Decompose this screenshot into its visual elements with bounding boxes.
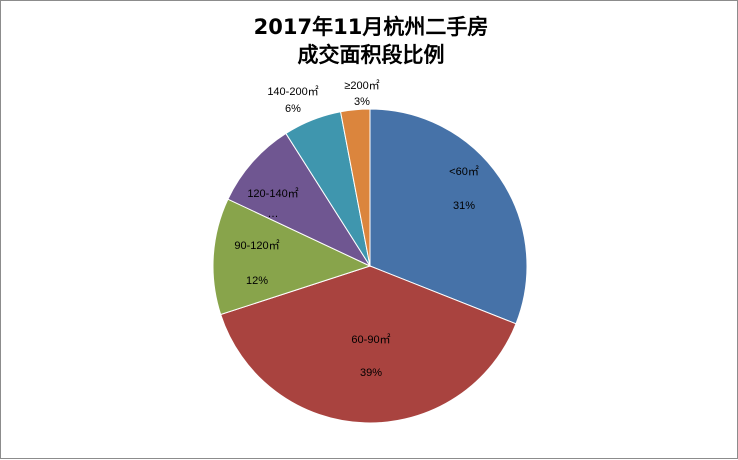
chart-title-line-1: 2017年11月杭州二手房 xyxy=(254,15,489,39)
pie-slice-3 xyxy=(227,132,372,268)
slice-category-label: 140-200㎡ xyxy=(267,85,318,98)
slice-value-label: 6% xyxy=(285,103,301,115)
slice-value-label: 12% xyxy=(246,275,268,287)
pie-slice-1 xyxy=(220,265,517,424)
slice-category-label: 90-120㎡ xyxy=(234,239,279,252)
slice-value-label: 31% xyxy=(453,200,475,212)
slice-category-label: <60㎡ xyxy=(449,165,479,178)
pie-slices xyxy=(212,108,528,424)
pie-labels: <60㎡ 31% 60-90㎡ 39% 90-120㎡ 12% 120-140㎡ … 140-2… xyxy=(234,79,478,379)
slice-category-label: 60-90㎡ xyxy=(351,333,390,346)
pie-slice-0 xyxy=(369,108,528,325)
slice-category-label: ≥200㎡ xyxy=(344,79,379,92)
slice-value-label: 39% xyxy=(360,367,382,379)
pie-slice-2 xyxy=(212,198,372,316)
slice-value-label: … xyxy=(268,208,279,220)
slice-value-label: 3% xyxy=(354,96,370,108)
slice-category-label: 120-140㎡ xyxy=(247,187,298,200)
chart-title-line-2: 成交面积段比例 xyxy=(298,43,445,67)
pie-slice-5 xyxy=(339,108,371,267)
